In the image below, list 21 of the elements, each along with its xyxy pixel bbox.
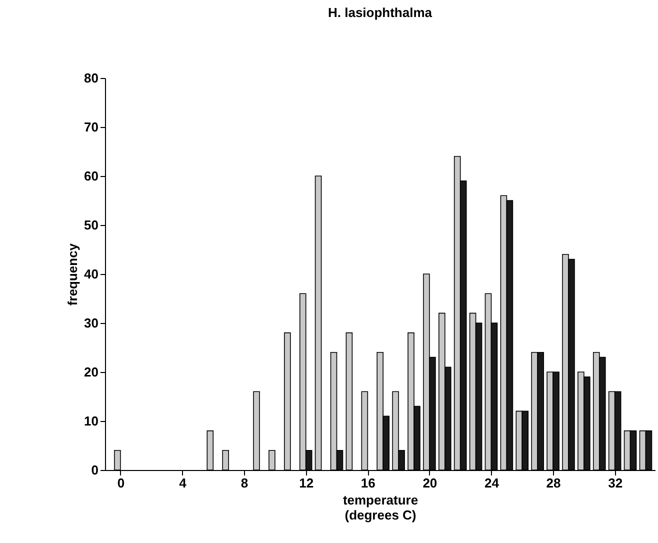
y-tick-label: 0: [91, 462, 98, 478]
y-tick-label: 10: [84, 414, 98, 428]
y-tick-label: 50: [84, 218, 98, 232]
x-tick-label: 4: [179, 476, 188, 490]
x-tick-label: 20: [422, 476, 438, 490]
x-tick-label: 28: [546, 476, 561, 490]
y-axis-title: frequency: [65, 242, 80, 306]
x-tick-label: 12: [299, 476, 314, 490]
y-tick-label: 30: [84, 316, 98, 330]
y-tick-label: 40: [84, 266, 98, 282]
y-tick-label: 20: [84, 364, 98, 380]
y-tick-label: 80: [84, 70, 98, 86]
x-tick-label: 24: [484, 476, 500, 490]
y-tick-label: 70: [84, 120, 98, 134]
x-tick-label: 8: [240, 476, 248, 490]
x-tick-label: 16: [360, 476, 376, 490]
y-tick-label: 60: [84, 168, 98, 184]
x-axis-title: temperature (degrees C): [342, 492, 418, 522]
chart-title: H. lasiophthalma: [328, 5, 433, 20]
x-tick-label: 0: [117, 476, 125, 490]
x-tick-label: 32: [608, 476, 623, 490]
